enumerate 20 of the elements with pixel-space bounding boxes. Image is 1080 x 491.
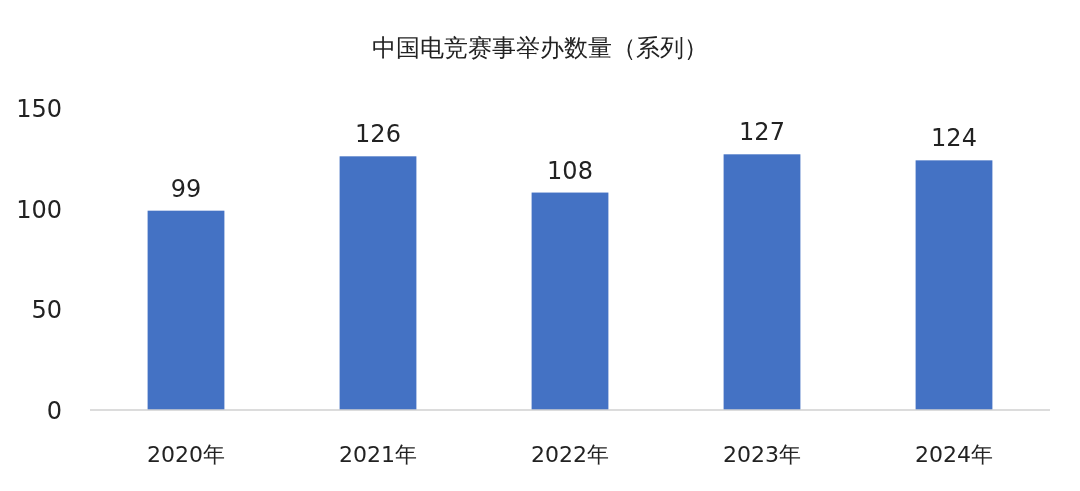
y-tick-label: 50 [31, 296, 62, 325]
data-label: 99 [170, 174, 202, 203]
x-tick-label: 2023年 [723, 442, 801, 467]
y-tick-label: 0 [46, 397, 62, 425]
data-label: 126 [355, 120, 401, 149]
bar [915, 160, 993, 410]
y-tick-label: 150 [16, 95, 62, 123]
bar [723, 154, 801, 410]
data-label: 127 [739, 118, 785, 147]
data-label: 108 [547, 156, 593, 185]
bar [531, 192, 609, 410]
x-tick-label: 2024年 [915, 442, 993, 467]
data-label: 124 [931, 124, 977, 153]
x-tick-label: 2021年 [339, 442, 417, 467]
y-tick-label: 100 [16, 195, 62, 224]
bar [147, 210, 225, 410]
chart-title: 中国电竞赛事举办数量（系列） [372, 34, 708, 62]
x-tick-label: 2022年 [531, 442, 609, 467]
x-tick-label: 2020年 [147, 442, 225, 467]
bar [339, 156, 417, 410]
